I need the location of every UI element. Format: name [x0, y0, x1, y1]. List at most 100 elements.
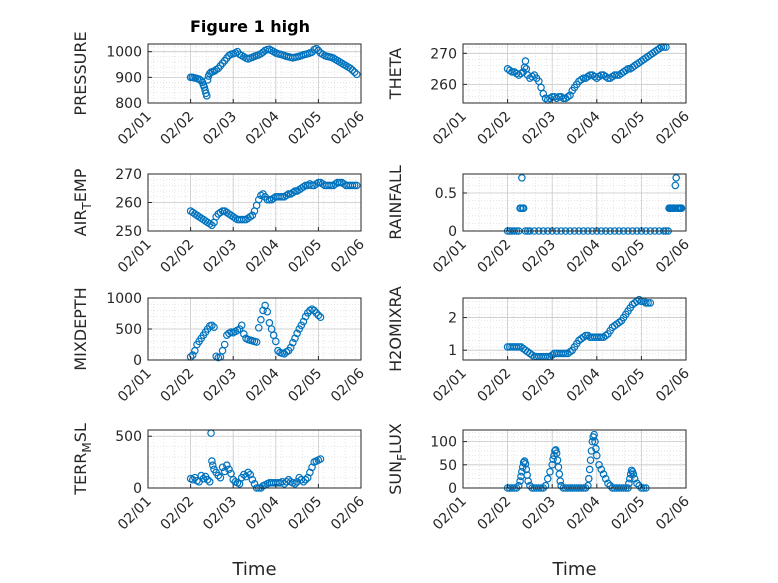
data-point — [250, 480, 259, 488]
y-axis-label-part: AIR — [71, 210, 90, 237]
data-point — [289, 338, 297, 347]
data-point — [646, 299, 655, 307]
data-point — [214, 471, 223, 480]
data-point — [208, 321, 216, 330]
data-point — [627, 466, 636, 475]
axes-box — [147, 43, 362, 104]
y-tick-label: 800 — [115, 96, 142, 112]
data-point — [297, 321, 306, 330]
data-point — [551, 446, 560, 454]
data-point — [552, 449, 561, 458]
y-tick-label: 250 — [115, 224, 142, 240]
data-point — [352, 181, 361, 190]
data-point — [555, 470, 564, 478]
data-point — [521, 460, 530, 468]
data-point — [280, 480, 289, 488]
data-point — [265, 195, 274, 204]
data-point — [278, 477, 286, 486]
data-point — [548, 460, 557, 469]
data-point — [606, 481, 614, 490]
y-axis-label-subscript: F — [395, 454, 409, 461]
data-point — [301, 312, 310, 321]
data-point — [629, 470, 638, 478]
y-axis-label-part: SUN — [386, 461, 405, 495]
data-point — [208, 461, 217, 470]
figure-title: Figure 1 high — [190, 17, 310, 36]
data-point — [346, 64, 355, 73]
data-point — [604, 479, 612, 488]
data-point — [205, 477, 214, 486]
y-tick-label: 0 — [133, 353, 142, 369]
data-point — [299, 477, 308, 486]
y-axis-label: AIRTEMP — [71, 168, 94, 236]
data-point — [518, 467, 526, 476]
data-point — [566, 348, 574, 356]
y-tick-label: 0 — [448, 481, 457, 497]
data-point — [203, 76, 212, 84]
y-tick-label: 100 — [430, 435, 457, 451]
data-point — [240, 215, 248, 224]
y-axis-label: PRESSURE — [71, 31, 90, 115]
data-point — [519, 204, 528, 213]
data-point — [220, 340, 229, 349]
y-tick-label: 1000 — [106, 45, 142, 61]
data-point — [541, 481, 550, 490]
data-point — [546, 467, 554, 476]
plot-area — [148, 430, 361, 488]
y-axis-label: THETA — [386, 48, 405, 100]
data-point — [352, 70, 361, 79]
data-point — [218, 207, 227, 215]
y-tick-label: 2 — [448, 311, 457, 327]
data-point — [284, 190, 293, 198]
data-point — [601, 474, 610, 483]
data-point — [188, 475, 197, 484]
data-point — [271, 337, 280, 346]
data-point — [595, 460, 603, 469]
data-point — [519, 458, 528, 467]
data-point — [559, 349, 568, 358]
data-point — [254, 195, 263, 204]
axes-box — [462, 429, 687, 489]
y-tick-label: 900 — [115, 70, 142, 86]
data-point — [522, 465, 531, 474]
data-point — [543, 474, 552, 483]
data-point — [312, 44, 321, 53]
data-point — [526, 481, 534, 490]
data-point — [297, 475, 306, 484]
data-point — [553, 456, 562, 464]
y-tick-label: 0 — [448, 224, 457, 240]
data-point — [635, 295, 643, 304]
data-point — [584, 481, 592, 490]
data-point — [559, 94, 568, 103]
data-point — [584, 331, 592, 340]
data-point — [244, 468, 252, 477]
data-point — [223, 461, 231, 470]
data-point — [248, 211, 257, 220]
data-point — [626, 470, 635, 478]
data-point — [588, 437, 597, 446]
data-point — [599, 470, 608, 478]
data-point — [584, 474, 593, 483]
data-point — [601, 331, 610, 340]
data-point — [642, 299, 650, 307]
data-point — [199, 474, 208, 483]
data-point — [555, 92, 563, 101]
y-axis-label: SUNFLUX — [386, 423, 409, 495]
data-point — [248, 475, 257, 484]
data-point — [225, 465, 233, 474]
data-point — [348, 181, 357, 190]
data-point — [557, 481, 565, 490]
y-axis-label: H2OMIXRA — [386, 286, 405, 372]
data-point — [677, 204, 686, 213]
data-point — [327, 181, 335, 190]
data-point — [210, 323, 218, 331]
data-point — [314, 178, 323, 187]
data-point — [237, 321, 246, 330]
data-point — [615, 318, 623, 327]
data-point — [591, 437, 599, 446]
data-point — [203, 475, 212, 484]
data-point — [514, 343, 523, 351]
data-point — [610, 71, 619, 79]
